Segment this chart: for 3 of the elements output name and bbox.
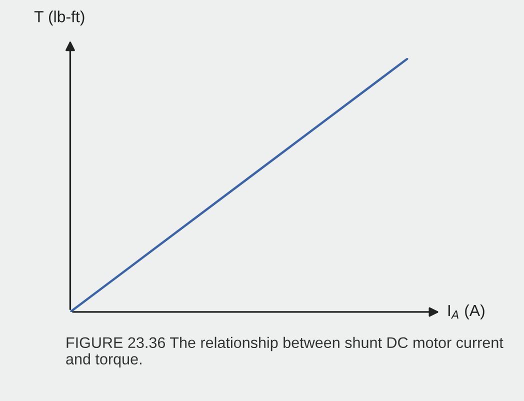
y-axis-title: T (lb-ft): [34, 10, 84, 26]
x-axis-title: I$_{A}$ (A): [448, 304, 484, 320]
caption: FIGURE 23.36 The relationship between shunt DC motor current and torque.: [66, 336, 504, 368]
